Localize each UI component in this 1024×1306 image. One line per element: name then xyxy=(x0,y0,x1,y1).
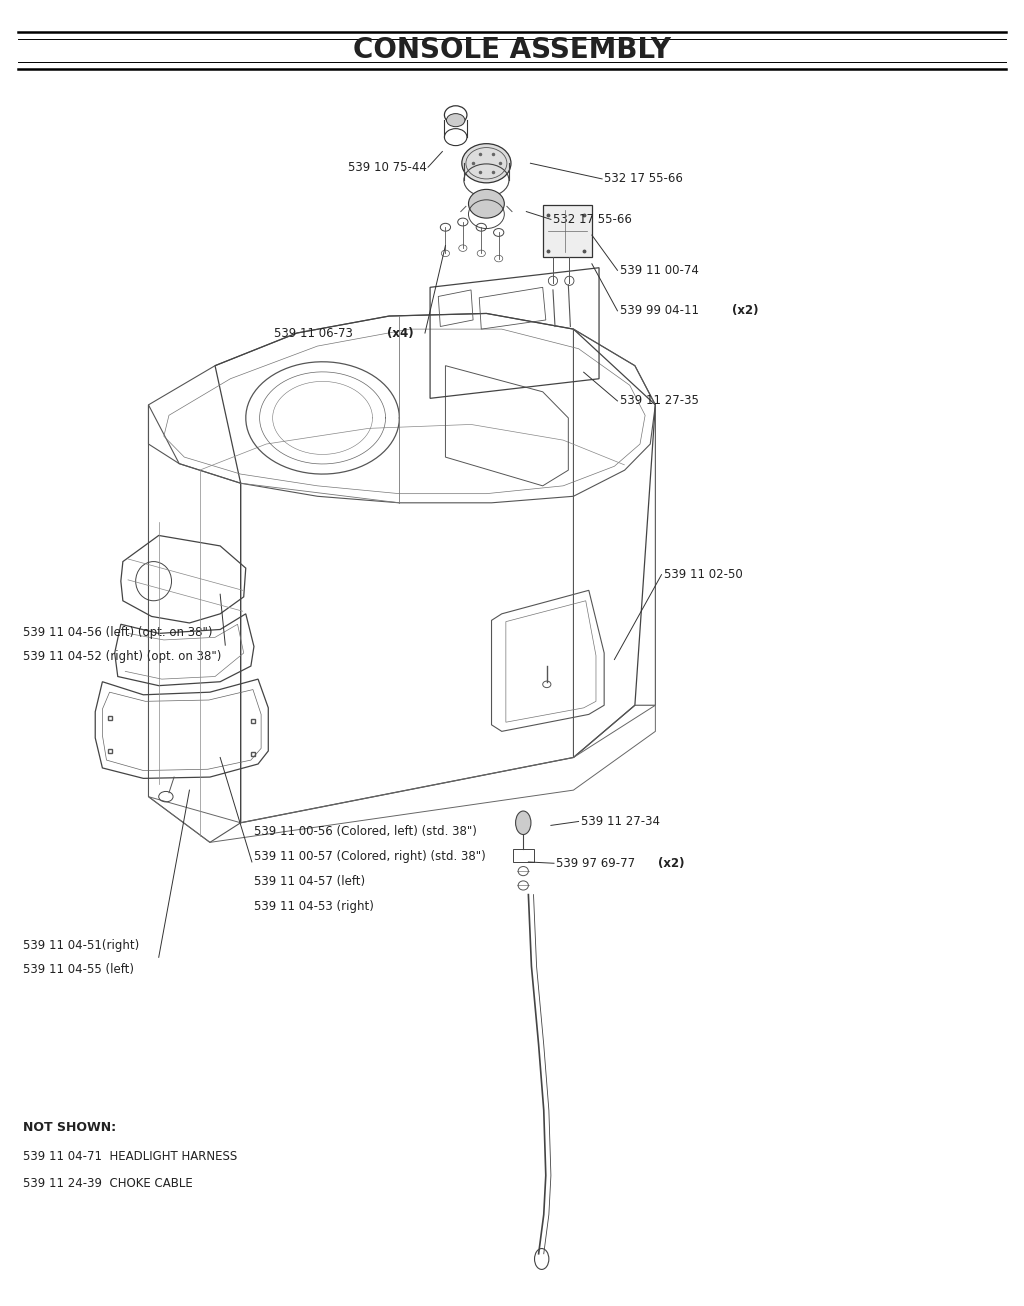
Text: CONSOLE ASSEMBLY: CONSOLE ASSEMBLY xyxy=(353,37,671,64)
Text: 539 11 04-71  HEADLIGHT HARNESS: 539 11 04-71 HEADLIGHT HARNESS xyxy=(23,1151,237,1162)
Text: 539 11 04-55 (left): 539 11 04-55 (left) xyxy=(23,963,133,976)
Ellipse shape xyxy=(516,811,530,835)
Text: 539 11 04-57 (left): 539 11 04-57 (left) xyxy=(254,875,366,888)
Text: 539 11 06-73: 539 11 06-73 xyxy=(274,326,353,340)
Text: 539 99 04-11: 539 99 04-11 xyxy=(620,304,698,317)
Text: 539 10 75-44: 539 10 75-44 xyxy=(348,161,427,174)
Text: 539 11 04-51(right): 539 11 04-51(right) xyxy=(23,939,139,952)
Text: 539 11 04-52 (right) (opt. on 38"): 539 11 04-52 (right) (opt. on 38") xyxy=(23,650,221,663)
Ellipse shape xyxy=(468,189,504,218)
Text: (x2): (x2) xyxy=(658,857,685,870)
Text: 539 11 24-39  CHOKE CABLE: 539 11 24-39 CHOKE CABLE xyxy=(23,1178,193,1190)
Text: (x4): (x4) xyxy=(387,326,414,340)
Ellipse shape xyxy=(462,144,511,183)
Text: 539 97 69-77: 539 97 69-77 xyxy=(556,857,635,870)
Text: NOT SHOWN:: NOT SHOWN: xyxy=(23,1122,116,1134)
Text: 532 17 55-66: 532 17 55-66 xyxy=(604,172,683,185)
Text: (x2): (x2) xyxy=(732,304,759,317)
Text: 539 11 02-50: 539 11 02-50 xyxy=(664,568,742,581)
Bar xyxy=(543,205,592,257)
Text: 539 11 04-56 (left) (opt. on 38"): 539 11 04-56 (left) (opt. on 38") xyxy=(23,626,212,639)
Text: 532 17 55-66: 532 17 55-66 xyxy=(553,213,632,226)
Text: 539 11 00-57 (Colored, right) (std. 38"): 539 11 00-57 (Colored, right) (std. 38") xyxy=(254,850,485,863)
Text: 539 11 27-35: 539 11 27-35 xyxy=(620,394,698,407)
Text: 539 11 00-74: 539 11 00-74 xyxy=(620,264,698,277)
Ellipse shape xyxy=(446,114,465,127)
Text: 539 11 00-56 (Colored, left) (std. 38"): 539 11 00-56 (Colored, left) (std. 38") xyxy=(254,825,477,838)
Text: 539 11 04-53 (right): 539 11 04-53 (right) xyxy=(254,900,374,913)
Text: 539 11 27-34: 539 11 27-34 xyxy=(581,815,659,828)
